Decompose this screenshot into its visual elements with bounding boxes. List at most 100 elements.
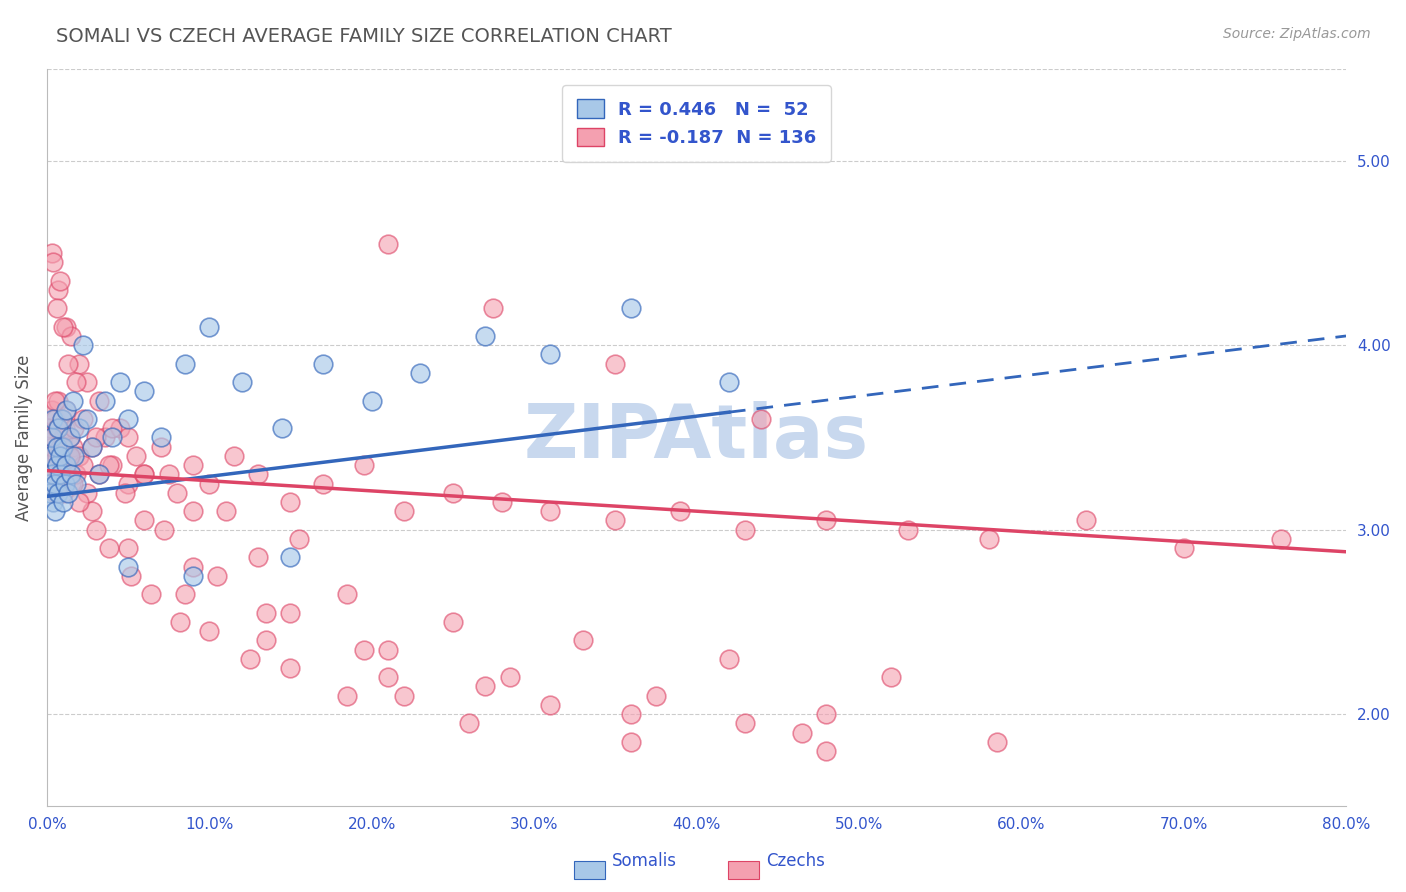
Point [59, 430, 82, 444]
Text: Czechs: Czechs [766, 852, 825, 870]
Point [60, 329, 83, 343]
Point [49, 449, 72, 463]
Point [441, 485, 464, 500]
Point [39, 476, 62, 491]
Point [55, 458, 77, 472]
Point [44, 485, 66, 500]
Point [46, 283, 69, 297]
Point [87, 393, 110, 408]
Point [280, 550, 302, 565]
Point [538, 504, 561, 518]
Point [44, 393, 66, 408]
Point [51, 458, 73, 472]
Point [174, 357, 197, 371]
Point [409, 366, 432, 380]
Point [134, 467, 156, 482]
Point [67, 495, 90, 509]
Point [134, 513, 156, 527]
Point [271, 421, 294, 435]
Point [336, 689, 359, 703]
Point [52, 495, 75, 509]
Text: Somalis: Somalis [612, 852, 676, 870]
Point [181, 568, 204, 582]
Point [538, 347, 561, 361]
Point [214, 504, 236, 518]
Point [312, 357, 335, 371]
Point [120, 568, 142, 582]
Point [41, 246, 63, 260]
Point [59, 430, 82, 444]
Point [67, 357, 90, 371]
Point [181, 559, 204, 574]
Point [49, 274, 72, 288]
Point [117, 476, 139, 491]
Point [353, 642, 375, 657]
Text: Source: ZipAtlas.com: Source: ZipAtlas.com [1223, 27, 1371, 41]
Point [55, 402, 77, 417]
Point [790, 725, 813, 739]
Point [62, 476, 84, 491]
Point [52, 440, 75, 454]
Point [605, 513, 627, 527]
Point [734, 716, 756, 731]
Point [53, 476, 76, 491]
Point [246, 550, 269, 565]
Point [222, 449, 245, 463]
Point [41, 402, 63, 417]
Point [153, 523, 176, 537]
Point [491, 495, 513, 509]
Point [82, 440, 104, 454]
Point [231, 375, 253, 389]
Point [45, 301, 67, 316]
Point [1270, 532, 1292, 546]
Point [62, 440, 84, 454]
Point [42, 430, 65, 444]
Point [174, 587, 197, 601]
Text: SOMALI VS CZECH AVERAGE FAMILY SIZE CORRELATION CHART: SOMALI VS CZECH AVERAGE FAMILY SIZE CORR… [56, 27, 672, 45]
Text: ZIPAtlas: ZIPAtlas [524, 401, 869, 474]
Point [46, 467, 69, 482]
Point [72, 412, 94, 426]
Point [239, 651, 262, 665]
Point [280, 661, 302, 675]
Point [620, 707, 643, 722]
Point [49, 467, 72, 482]
Point [41, 467, 63, 482]
Point [101, 421, 124, 435]
Point [441, 615, 464, 629]
Point [65, 375, 87, 389]
Point [55, 402, 77, 417]
Point [166, 485, 188, 500]
Point [87, 467, 110, 482]
Point [392, 504, 415, 518]
Point [60, 476, 83, 491]
Point [49, 440, 72, 454]
Point [65, 476, 87, 491]
Point [1173, 541, 1195, 555]
Point [56, 449, 79, 463]
Point [97, 541, 120, 555]
Point [63, 421, 86, 435]
Point [134, 467, 156, 482]
Point [52, 430, 75, 444]
Point [39, 485, 62, 500]
Point [377, 642, 399, 657]
Point [392, 689, 415, 703]
Point [896, 523, 918, 537]
Point [246, 467, 269, 482]
Point [44, 476, 66, 491]
Point [39, 449, 62, 463]
Point [56, 485, 79, 500]
Point [571, 633, 593, 648]
Point [72, 338, 94, 352]
Point [38, 449, 60, 463]
Point [51, 412, 73, 426]
Y-axis label: Average Family Size: Average Family Size [15, 354, 32, 521]
Point [46, 485, 69, 500]
Point [46, 421, 69, 435]
Point [60, 467, 83, 482]
Point [46, 393, 69, 408]
Point [669, 504, 692, 518]
Point [94, 393, 117, 408]
Point [977, 532, 1000, 546]
